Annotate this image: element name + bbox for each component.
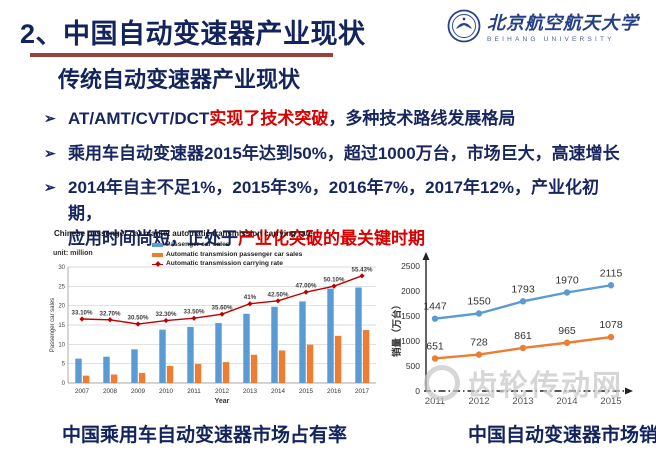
- bullet-text-highlight: 产业化突破的最关键时期: [238, 229, 425, 248]
- left-chart-legend: Passenger car sales Automatic transmisio…: [152, 241, 302, 269]
- svg-text:1078: 1078: [599, 319, 623, 331]
- bullet-text-plain: ，多种技术路线发展格局: [328, 109, 516, 128]
- svg-text:0: 0: [62, 381, 66, 387]
- university-name-cn: 北京航空航天大学: [487, 13, 639, 33]
- svg-text:2500: 2500: [401, 261, 420, 271]
- svg-text:2000: 2000: [401, 286, 420, 296]
- svg-text:2013: 2013: [243, 388, 258, 395]
- svg-text:33.50%: 33.50%: [184, 309, 205, 316]
- svg-text:销量（万台）: 销量（万台）: [391, 300, 403, 357]
- bullet-text-plain: 乘用车自动变速器2015年达到50%，超过1000万台，市场巨大，高速增长: [68, 143, 620, 163]
- right-chart-svg: 2500 2000 1500 1000 500 0 2011 2012 2013 2014 2015…: [391, 252, 633, 407]
- title-underline: [30, 53, 333, 57]
- bullet-arrow-icon: ➢: [44, 179, 56, 195]
- svg-text:30: 30: [58, 265, 65, 271]
- svg-text:2012: 2012: [215, 388, 230, 395]
- svg-text:Passenger car sales: Passenger car sales: [50, 298, 56, 352]
- left-chart-title: Chinese passenger car market automatic t…: [54, 229, 313, 238]
- left-chart-unit-note: unit: million: [53, 250, 93, 257]
- svg-text:55.43%: 55.43%: [352, 266, 373, 273]
- svg-text:0: 0: [415, 386, 420, 396]
- svg-text:2011: 2011: [187, 388, 201, 395]
- bullet-item: ➢ 2014年自主不足1%，2015年3%，2016年7%，2017年12%，产…: [44, 175, 632, 252]
- svg-text:2008: 2008: [103, 388, 118, 395]
- svg-text:2017: 2017: [355, 388, 370, 395]
- bullet-text: AT/AMT/CVT/DCT实现了技术突破，多种技术路线发展格局: [68, 106, 632, 132]
- legend-swatch-orange: [152, 252, 163, 257]
- svg-text:25: 25: [58, 284, 65, 290]
- legend-swatch-red-line-icon: [152, 261, 163, 268]
- svg-text:2010: 2010: [159, 388, 174, 395]
- beihang-logo: 北京航空航天大学 BEIHANG UNIVERSITY: [447, 9, 639, 48]
- svg-text:2007: 2007: [75, 388, 90, 395]
- svg-text:2015: 2015: [600, 396, 621, 407]
- svg-text:2011: 2011: [425, 396, 445, 407]
- svg-text:1550: 1550: [467, 296, 491, 308]
- svg-text:33.10%: 33.10%: [72, 310, 93, 317]
- left-chart-svg: 0 5 10 15 20 25 30 2007 2008 2009 2010 2011 2012 2013…: [50, 265, 376, 405]
- bullet-item: ➢ AT/AMT/CVT/DCT实现了技术突破，多种技术路线发展格局: [44, 106, 632, 132]
- legend-item-carrying-rate: Automatic transmission carrying rate: [152, 260, 302, 269]
- svg-text:35.60%: 35.60%: [212, 305, 233, 312]
- svg-text:50.10%: 50.10%: [324, 277, 345, 284]
- right-chart-caption: 中国自动变速器市场销量: [468, 425, 656, 446]
- bullet-text-plain: AT/AMT/CVT/DCT: [68, 109, 210, 128]
- svg-text:861: 861: [514, 330, 532, 342]
- legend-item-at-car-sales: Automatic transmision passenger car sale…: [152, 251, 302, 260]
- left-chart-caption: 中国乘用车自动变速器市场占有率: [62, 425, 348, 446]
- bullet-arrow-icon: ➢: [44, 110, 56, 126]
- svg-text:42.50%: 42.50%: [268, 291, 289, 298]
- svg-text:651: 651: [426, 340, 444, 352]
- svg-text:2014: 2014: [271, 388, 286, 395]
- section-subtitle: 传统自动变速器产业现状: [58, 67, 301, 92]
- svg-text:30.50%: 30.50%: [128, 315, 149, 322]
- svg-text:2012: 2012: [468, 396, 489, 407]
- bullet-list: ➢ AT/AMT/CVT/DCT实现了技术突破，多种技术路线发展格局 ➢ 乘用车…: [44, 106, 632, 252]
- svg-text:1447: 1447: [423, 301, 447, 313]
- svg-text:2016: 2016: [327, 388, 342, 395]
- svg-text:2015: 2015: [299, 388, 314, 395]
- svg-text:32.30%: 32.30%: [156, 311, 177, 318]
- svg-text:2009: 2009: [131, 388, 146, 395]
- svg-text:41%: 41%: [244, 294, 257, 301]
- bullet-arrow-icon: ➢: [44, 144, 56, 161]
- svg-text:500: 500: [406, 361, 420, 371]
- legend-label: Automatic transmission carrying rate: [166, 260, 283, 268]
- svg-text:10: 10: [58, 342, 65, 348]
- svg-text:2115: 2115: [600, 267, 623, 279]
- university-name-en: BEIHANG UNIVERSITY: [487, 36, 615, 43]
- svg-text:2013: 2013: [512, 396, 533, 407]
- svg-text:1000: 1000: [401, 336, 420, 346]
- svg-text:1500: 1500: [401, 311, 420, 321]
- svg-text:15: 15: [58, 323, 65, 329]
- bullet-text-highlight: 实现了技术突破: [209, 109, 329, 128]
- legend-label: Automatic transmision passenger car sale…: [166, 250, 303, 258]
- svg-text:Year: Year: [215, 398, 230, 405]
- bullet-text-plain: 2014年自主不足1%，2015年3%，2016年7%，2017年12%，产业化…: [68, 178, 600, 248]
- page-title: 2、中国自动变速器产业现状: [20, 19, 366, 49]
- left-chart: Chinese passenger car market automatic t…: [48, 229, 384, 417]
- svg-text:32.70%: 32.70%: [100, 310, 121, 317]
- right-chart: 2500 2000 1500 1000 500 0 2011 2012 2013 2014 2015…: [388, 248, 652, 418]
- svg-text:1970: 1970: [555, 275, 579, 287]
- svg-text:47.00%: 47.00%: [296, 283, 317, 290]
- bullet-item: ➢ 乘用车自动变速器2015年达到50%，超过1000万台，市场巨大，高速增长: [44, 141, 632, 167]
- legend-swatch-blue: [152, 243, 163, 248]
- bullet-text: 2014年自主不足1%，2015年3%，2016年7%，2017年12%，产业化…: [68, 175, 632, 252]
- bullet-text: 乘用车自动变速器2015年达到50%，超过1000万台，市场巨大，高速增长: [68, 141, 632, 167]
- svg-text:1793: 1793: [511, 283, 535, 295]
- legend-label: Passenger car sales: [166, 241, 230, 248]
- svg-text:5: 5: [62, 362, 66, 368]
- svg-text:728: 728: [470, 337, 488, 349]
- svg-text:20: 20: [58, 304, 65, 310]
- svg-text:2014: 2014: [556, 396, 577, 407]
- svg-text:965: 965: [558, 325, 576, 337]
- legend-item-passenger-car-sales: Passenger car sales: [152, 241, 302, 250]
- beihang-emblem-icon: [447, 9, 481, 48]
